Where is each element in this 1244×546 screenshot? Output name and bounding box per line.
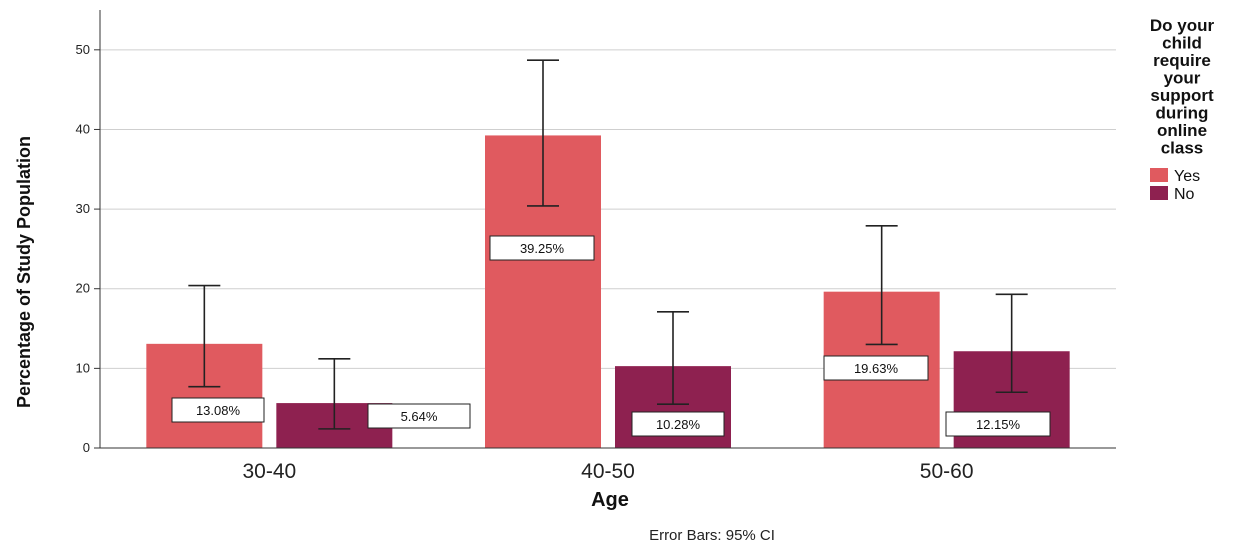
legend-title-line: support bbox=[1150, 86, 1214, 105]
y-tick-label: 30 bbox=[76, 201, 90, 216]
x-tick-label: 30-40 bbox=[242, 460, 296, 483]
y-tick-label: 50 bbox=[76, 42, 90, 57]
y-tick-label: 10 bbox=[76, 360, 90, 375]
x-tick-label: 50-60 bbox=[920, 460, 974, 483]
legend-swatch-yes bbox=[1150, 168, 1168, 182]
legend-title-line: class bbox=[1161, 139, 1204, 158]
data-label: 10.28% bbox=[656, 417, 701, 432]
y-axis-label: Percentage of Study Population bbox=[14, 136, 34, 408]
data-label-box bbox=[489, 235, 595, 261]
data-label: 12.15% bbox=[976, 417, 1021, 432]
x-axis-label: Age bbox=[591, 489, 629, 511]
data-label-box bbox=[171, 397, 265, 423]
data-label-box bbox=[823, 355, 929, 381]
legend-label-yes: Yes bbox=[1174, 168, 1200, 185]
y-tick-label: 0 bbox=[83, 440, 90, 455]
legend-title-line: your bbox=[1164, 69, 1201, 88]
data-label: 5.64% bbox=[401, 409, 438, 424]
axis-layer: 0 10 20 30 40 50 30-40 40-50 50-60 bbox=[76, 10, 1116, 483]
footnote: Error Bars: 95% CI bbox=[649, 527, 775, 544]
grid-layer bbox=[100, 49, 1116, 369]
data-label-layer: 13.08% 5.64% 39.25% 10.28% 19.63% 12.15% bbox=[171, 235, 1051, 437]
bar-layer bbox=[146, 135, 1070, 448]
legend-title-line: online bbox=[1157, 121, 1207, 140]
legend: Do yourchildrequireyoursupportduringonli… bbox=[1150, 16, 1215, 203]
data-label-box bbox=[945, 411, 1051, 437]
data-label-box bbox=[631, 411, 725, 437]
legend-title-line: child bbox=[1162, 34, 1202, 53]
x-tick-label: 40-50 bbox=[581, 460, 635, 483]
error-bar-layer bbox=[188, 59, 1028, 430]
legend-label-no: No bbox=[1174, 186, 1195, 203]
data-label: 13.08% bbox=[196, 403, 241, 418]
y-tick-label: 40 bbox=[76, 121, 90, 136]
data-label: 19.63% bbox=[854, 361, 899, 376]
legend-title-line: during bbox=[1156, 104, 1209, 123]
y-tick-label: 20 bbox=[76, 281, 90, 296]
data-label-box bbox=[367, 403, 471, 429]
legend-swatch-no bbox=[1150, 186, 1168, 200]
legend-title-line: Do your bbox=[1150, 16, 1215, 35]
legend-title-line: require bbox=[1153, 51, 1211, 70]
data-label: 39.25% bbox=[520, 241, 565, 256]
